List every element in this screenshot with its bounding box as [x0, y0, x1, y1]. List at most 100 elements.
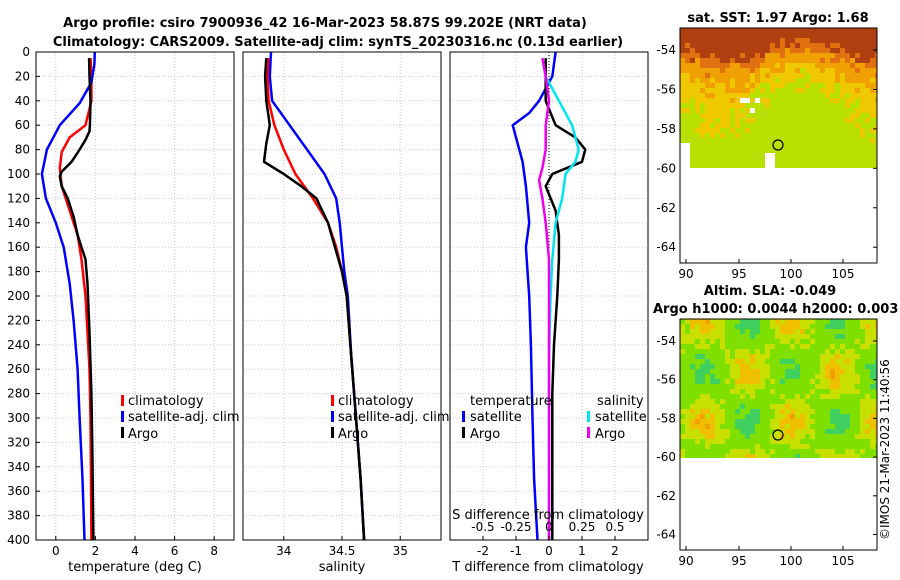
sla-cell [845, 334, 850, 339]
sla-cell [835, 334, 840, 339]
sla-cell [815, 409, 820, 414]
sst-cell [850, 83, 855, 88]
sst-cell [720, 108, 725, 113]
sla-cell [755, 324, 760, 329]
sla-cell [790, 374, 795, 379]
sst-cell [790, 113, 795, 118]
sst-cell [725, 148, 730, 153]
sst-cell [720, 63, 725, 68]
sst-cell [830, 93, 835, 98]
sla-cell [700, 349, 705, 354]
sst-cell [730, 118, 735, 123]
sst-cell [780, 33, 785, 38]
figure-title-line2: Climatology: CARS2009. Satellite-adj cli… [53, 35, 623, 50]
sla-cell [835, 429, 840, 434]
sla-cell [765, 424, 770, 429]
sla-cell [805, 359, 810, 364]
sla-cell [795, 439, 800, 444]
sst-cell [725, 28, 730, 33]
sst-cell [685, 33, 690, 38]
sla-cell [685, 429, 690, 434]
sst-cell [750, 113, 755, 118]
sla-cell [795, 324, 800, 329]
sla-cell [780, 444, 785, 449]
sst-cell [815, 78, 820, 83]
sst-cell [710, 148, 715, 153]
series-line-t-argo [544, 58, 587, 540]
sla-cell [855, 339, 860, 344]
sst-cell [720, 103, 725, 108]
sst-cell [815, 158, 820, 163]
sst-cell [750, 53, 755, 58]
sla-cell [710, 384, 715, 389]
sst-cell [710, 113, 715, 118]
sla-cell [710, 424, 715, 429]
sst-cell [830, 63, 835, 68]
sla-cell [855, 349, 860, 354]
sst-cell [745, 63, 750, 68]
sst-cell [710, 48, 715, 53]
sst-cell [815, 128, 820, 133]
sst-cell [680, 98, 685, 103]
sst-cell [860, 103, 865, 108]
sst-cell [815, 148, 820, 153]
sla-cell [715, 364, 720, 369]
sst-cell [835, 48, 840, 53]
sla-cell [820, 414, 825, 419]
sla-cell [800, 454, 805, 458]
sla-cell [740, 409, 745, 414]
sst-cell [695, 128, 700, 133]
sst-cell [775, 128, 780, 133]
sla-cell [715, 444, 720, 449]
sla-cell [760, 449, 765, 454]
sla-cell [775, 389, 780, 394]
sla-cell [705, 434, 710, 439]
sst-cell [725, 138, 730, 143]
sla-cell [820, 389, 825, 394]
sla-cell [770, 394, 775, 399]
sst-cell [695, 148, 700, 153]
legend-label-climatology: climatology [128, 394, 204, 409]
sst-cell [845, 138, 850, 143]
sst-cell [855, 128, 860, 133]
sst-cell [870, 53, 875, 58]
sst-cell [705, 133, 710, 138]
sst-cell [795, 148, 800, 153]
sst-cell [745, 68, 750, 73]
sla-cell [685, 384, 690, 389]
sst-cell [865, 43, 870, 48]
sst-cell [870, 138, 875, 143]
sst-cell [730, 43, 735, 48]
sla-cell [765, 414, 770, 419]
sst-cell [865, 53, 870, 58]
sst-cell [835, 143, 840, 148]
sla-cell [805, 454, 810, 458]
sst-cell [680, 48, 685, 53]
sst-cell [800, 158, 805, 163]
sla-cell [700, 374, 705, 379]
sla-cell [850, 339, 855, 344]
sst-cell [735, 108, 740, 113]
sst-cell [685, 123, 690, 128]
sst-cell [710, 163, 715, 168]
sst-cell [830, 78, 835, 83]
sst-cell [805, 38, 810, 43]
sla-cell [680, 384, 685, 389]
sla-cell [780, 364, 785, 369]
sst-cell [850, 98, 855, 103]
sla-cell [845, 394, 850, 399]
sla-cell [845, 399, 850, 404]
sla-cell [705, 319, 710, 324]
sla-cell [685, 439, 690, 444]
sst-cell [795, 78, 800, 83]
sla-cell [735, 319, 740, 324]
sla-cell [760, 439, 765, 444]
sla-cell [825, 429, 830, 434]
sla-cell [720, 409, 725, 414]
sst-cell [745, 28, 750, 33]
sst-cell [865, 63, 870, 68]
x-tick-label: -1 [510, 544, 522, 558]
sst-cell [740, 43, 745, 48]
sla-cell [860, 359, 865, 364]
sst-cell [680, 68, 685, 73]
